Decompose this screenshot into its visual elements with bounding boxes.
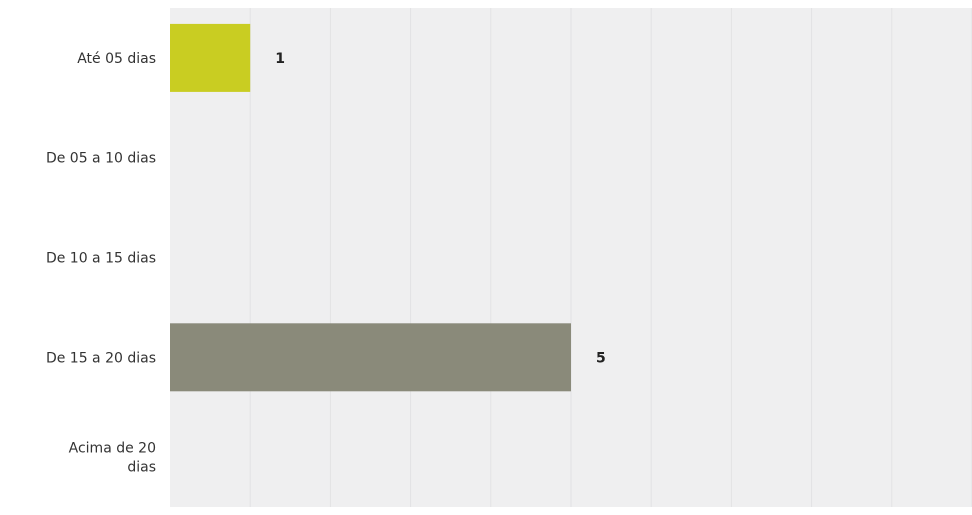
category-labels: Até 05 dias De 05 a 10 dias De 10 a 15 dia… xyxy=(46,51,156,476)
value-labels: 15 xyxy=(275,51,606,366)
category-label: Acima de 20 dias xyxy=(69,441,156,476)
category-label: Até 05 dias xyxy=(77,51,156,67)
bars xyxy=(170,23,571,392)
category-label: De 05 a 10 dias xyxy=(46,151,156,167)
data-label: 1 xyxy=(275,51,285,67)
bar xyxy=(170,23,251,92)
category-label: De 15 a 20 dias xyxy=(46,350,156,366)
bar xyxy=(170,323,571,392)
category-label: De 10 a 15 dias xyxy=(46,251,156,267)
data-label: 5 xyxy=(596,350,606,366)
